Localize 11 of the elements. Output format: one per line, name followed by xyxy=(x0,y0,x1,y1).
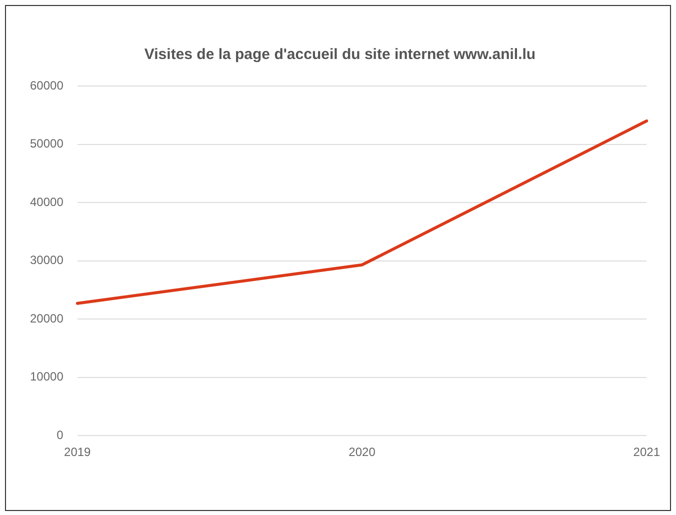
y-tick-label: 30000 xyxy=(30,253,64,268)
y-tick-label: 20000 xyxy=(30,311,64,326)
y-tick-label: 0 xyxy=(56,428,64,442)
y-tick-label: 40000 xyxy=(30,194,64,209)
x-tick-label: 2021 xyxy=(633,445,660,460)
x-tick-label: 2020 xyxy=(348,445,376,460)
y-tick-label: 60000 xyxy=(30,78,64,92)
y-tick-label: 50000 xyxy=(30,136,64,151)
x-tick-label: 2019 xyxy=(64,445,92,460)
y-tick-label: 10000 xyxy=(30,370,64,384)
chart-title: Visites de la page d'accueil du site internet www.anil.lu xyxy=(144,46,536,64)
